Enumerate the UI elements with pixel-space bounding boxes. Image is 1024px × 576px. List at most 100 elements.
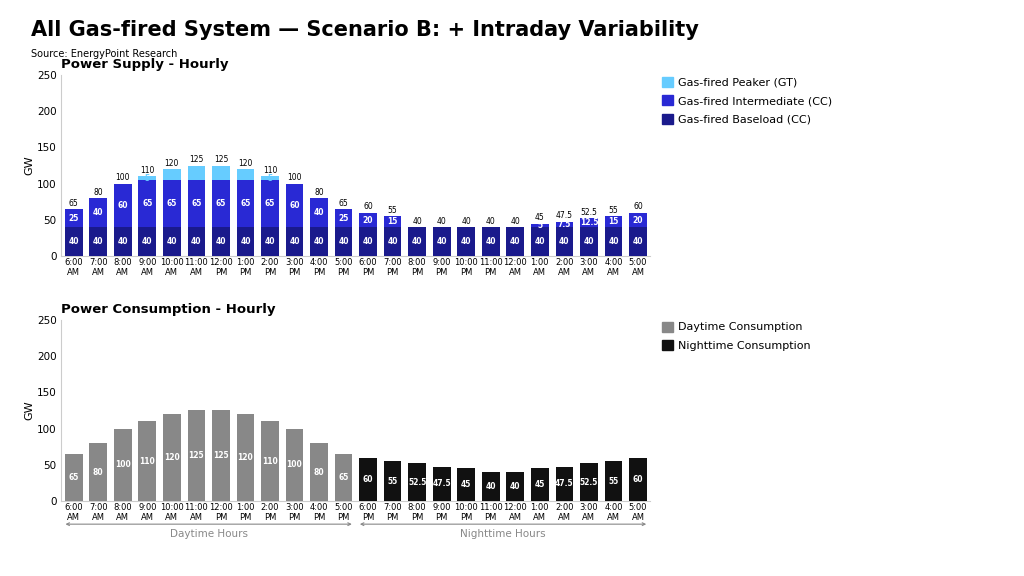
- Bar: [604, 228, 623, 256]
- Bar: [212, 410, 229, 501]
- Text: 40: 40: [608, 237, 618, 247]
- Text: 40: 40: [436, 237, 446, 247]
- Bar: [433, 467, 451, 501]
- Text: 40: 40: [216, 237, 226, 247]
- Bar: [384, 228, 401, 256]
- Text: 40: 40: [559, 237, 569, 247]
- Text: 52.5: 52.5: [408, 478, 426, 487]
- Text: 40: 40: [167, 237, 177, 247]
- Bar: [237, 228, 254, 256]
- Text: 120: 120: [239, 159, 253, 168]
- Bar: [261, 228, 279, 256]
- Text: 40: 40: [265, 237, 275, 247]
- Text: 25: 25: [69, 214, 79, 223]
- Text: 40: 40: [485, 237, 496, 247]
- Text: 40: 40: [362, 237, 374, 247]
- Text: 12.5: 12.5: [580, 218, 598, 228]
- Text: 65: 65: [338, 473, 349, 482]
- Text: 55: 55: [387, 477, 397, 486]
- Text: 80: 80: [93, 188, 103, 197]
- Bar: [531, 223, 549, 228]
- Text: 60: 60: [633, 202, 643, 211]
- Text: 40: 40: [535, 237, 545, 247]
- Text: 40: 40: [118, 237, 128, 247]
- Text: 110: 110: [139, 457, 156, 466]
- Text: 125: 125: [188, 451, 204, 460]
- Bar: [138, 421, 156, 501]
- Bar: [261, 421, 279, 501]
- Text: 125: 125: [213, 451, 228, 460]
- Text: 40: 40: [510, 482, 520, 491]
- Bar: [458, 228, 475, 256]
- Bar: [580, 228, 598, 256]
- Text: All Gas-fired System — Scenario B: + Intraday Variability: All Gas-fired System — Scenario B: + Int…: [31, 20, 698, 40]
- Bar: [187, 180, 205, 228]
- Bar: [212, 166, 229, 180]
- Bar: [458, 468, 475, 501]
- Bar: [187, 228, 205, 256]
- Bar: [409, 463, 426, 501]
- Text: Daytime Hours: Daytime Hours: [170, 529, 248, 539]
- Bar: [138, 228, 156, 256]
- Bar: [212, 228, 229, 256]
- Bar: [359, 213, 377, 228]
- Text: 80: 80: [93, 468, 103, 476]
- Text: 20: 20: [216, 168, 226, 177]
- Text: Power Supply - Hourly: Power Supply - Hourly: [61, 58, 229, 71]
- Text: 40: 40: [485, 482, 496, 491]
- Text: 40: 40: [413, 217, 422, 226]
- Text: 40: 40: [93, 209, 103, 217]
- Text: 47.5: 47.5: [432, 479, 451, 488]
- Text: 40: 40: [461, 237, 471, 247]
- Bar: [286, 228, 303, 256]
- Text: 40: 40: [142, 237, 153, 247]
- Text: Nighttime Hours: Nighttime Hours: [460, 529, 546, 539]
- Text: 100: 100: [116, 173, 130, 182]
- Text: 65: 65: [142, 199, 153, 208]
- Bar: [114, 429, 132, 501]
- Text: 52.5: 52.5: [580, 478, 598, 487]
- Bar: [359, 228, 377, 256]
- Text: 15: 15: [387, 217, 398, 226]
- Bar: [237, 169, 254, 180]
- Bar: [89, 228, 108, 256]
- Bar: [604, 461, 623, 501]
- Bar: [163, 169, 180, 180]
- Text: 60: 60: [289, 201, 300, 210]
- Text: 60: 60: [118, 201, 128, 210]
- Text: 5: 5: [144, 174, 150, 183]
- Text: 40: 40: [313, 209, 325, 217]
- Bar: [629, 457, 647, 501]
- Text: 110: 110: [262, 457, 278, 466]
- Bar: [629, 228, 647, 256]
- Bar: [409, 228, 426, 256]
- Text: Source: EnergyPoint Research: Source: EnergyPoint Research: [31, 49, 177, 59]
- Bar: [187, 410, 205, 501]
- Bar: [163, 414, 180, 501]
- Text: 65: 65: [241, 199, 251, 208]
- Bar: [114, 228, 132, 256]
- Bar: [65, 454, 83, 501]
- Text: 40: 40: [412, 237, 423, 247]
- Text: 110: 110: [263, 166, 278, 175]
- Bar: [629, 213, 647, 228]
- Bar: [114, 184, 132, 228]
- Bar: [335, 454, 352, 501]
- Text: 25: 25: [338, 214, 349, 223]
- Text: 65: 65: [167, 199, 177, 208]
- Bar: [237, 414, 254, 501]
- Text: 55: 55: [608, 477, 618, 486]
- Text: 65: 65: [191, 199, 202, 208]
- Text: 40: 40: [510, 217, 520, 226]
- Text: 40: 40: [313, 237, 325, 247]
- Bar: [310, 443, 328, 501]
- Text: 40: 40: [437, 217, 446, 226]
- Bar: [163, 180, 180, 228]
- Bar: [163, 228, 180, 256]
- Bar: [507, 228, 524, 256]
- Text: 120: 120: [238, 453, 253, 462]
- Text: 55: 55: [608, 206, 618, 215]
- Text: 45: 45: [535, 480, 545, 489]
- Bar: [212, 180, 229, 228]
- Bar: [531, 228, 549, 256]
